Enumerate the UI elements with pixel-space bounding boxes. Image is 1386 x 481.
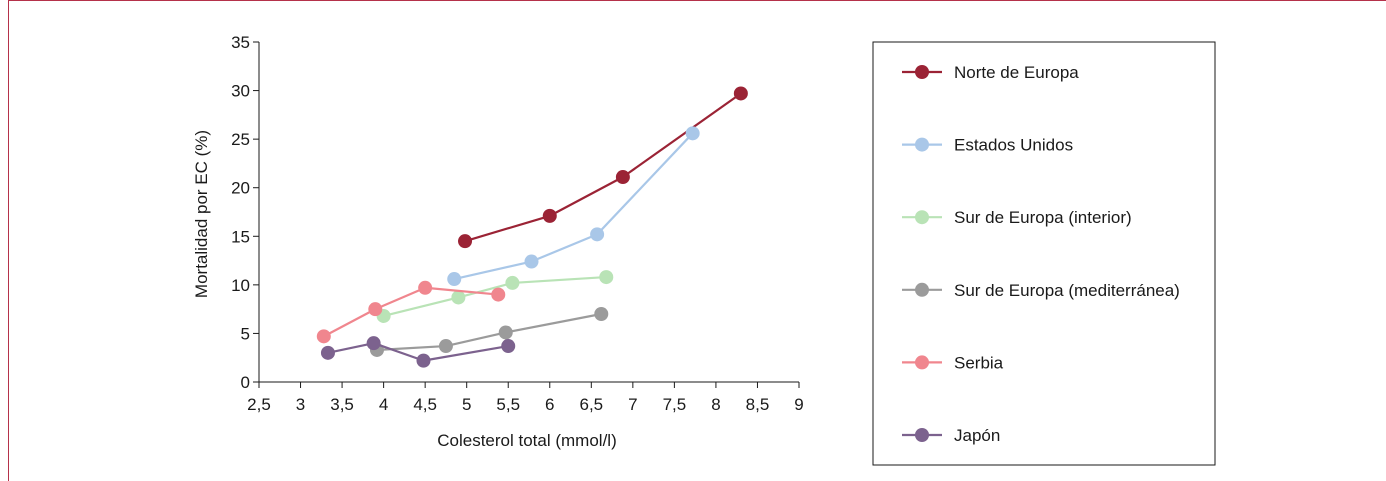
legend-swatch-marker bbox=[915, 210, 929, 225]
legend-label: Japón bbox=[954, 426, 1000, 445]
legend-label: Sur de Europa (interior) bbox=[954, 208, 1132, 227]
x-tick-label: 3,5 bbox=[330, 395, 354, 414]
y-axis-label: Mortalidad por EC (%) bbox=[192, 130, 211, 298]
data-point bbox=[524, 254, 539, 269]
data-point bbox=[368, 302, 383, 317]
legend-item: Norte de Europa bbox=[902, 63, 1079, 82]
data-point bbox=[366, 336, 381, 351]
legend-item: Sur de Europa (interior) bbox=[902, 208, 1132, 227]
legend-swatch-marker bbox=[915, 65, 929, 79]
data-point bbox=[615, 170, 630, 185]
y-tick-label: 5 bbox=[241, 324, 250, 343]
legend-item: Sur de Europa (mediterránea) bbox=[902, 281, 1180, 300]
data-point bbox=[594, 307, 609, 321]
legend-label: Serbia bbox=[954, 353, 1004, 372]
data-point bbox=[542, 208, 557, 223]
chart-axes: 0 5 10 15 20 25 30 35 2,5 3 3,5 4 4,5 5 5,5 6 6,5 7 7,5 8 8,… bbox=[231, 33, 804, 414]
legend-item: Serbia bbox=[902, 353, 1004, 372]
series-line bbox=[453, 132, 694, 281]
data-point bbox=[418, 280, 433, 295]
legend-swatch-marker bbox=[915, 428, 929, 442]
data-point bbox=[590, 227, 605, 242]
series-line bbox=[464, 92, 742, 243]
data-point bbox=[498, 325, 513, 340]
y-tick-label: 20 bbox=[231, 179, 250, 198]
series-line bbox=[376, 312, 602, 352]
x-tick-label: 4 bbox=[379, 395, 388, 414]
x-tick-label: 2,5 bbox=[247, 395, 271, 414]
x-tick-label: 6 bbox=[545, 395, 554, 414]
data-point bbox=[416, 353, 431, 368]
x-tick-label: 4,5 bbox=[413, 395, 437, 414]
x-tick-label: 5 bbox=[462, 395, 471, 414]
x-tick-label: 8 bbox=[711, 395, 720, 414]
legend-label: Norte de Europa bbox=[954, 63, 1079, 82]
legend-label: Estados Unidos bbox=[954, 136, 1073, 155]
y-tick-label: 35 bbox=[231, 33, 250, 52]
data-point bbox=[320, 345, 335, 360]
data-point bbox=[316, 329, 331, 344]
data-point bbox=[491, 287, 506, 302]
x-tick-label: 9 bbox=[794, 395, 803, 414]
legend-swatch-marker bbox=[915, 282, 929, 297]
legend-label: Sur de Europa (mediterránea) bbox=[954, 281, 1180, 300]
x-tick-label: 6,5 bbox=[579, 395, 603, 414]
legend-item: Japón bbox=[902, 426, 1000, 445]
series-line bbox=[327, 342, 509, 362]
y-tick-label: 15 bbox=[231, 227, 250, 246]
series-line bbox=[323, 286, 499, 338]
data-point bbox=[451, 290, 466, 305]
data-point bbox=[458, 234, 473, 249]
data-point bbox=[501, 339, 516, 354]
data-point bbox=[447, 272, 462, 287]
data-point bbox=[685, 126, 700, 141]
y-tick-label: 30 bbox=[231, 82, 250, 101]
data-point bbox=[599, 270, 614, 285]
legend-swatch-marker bbox=[915, 137, 929, 152]
x-tick-label: 5,5 bbox=[496, 395, 520, 414]
legend-swatch-marker bbox=[915, 355, 929, 370]
y-tick-label: 10 bbox=[231, 276, 250, 295]
y-tick-label: 25 bbox=[231, 130, 250, 149]
data-point bbox=[733, 86, 748, 101]
x-tick-label: 7,5 bbox=[663, 395, 687, 414]
legend-box bbox=[872, 41, 1216, 466]
series-1 bbox=[458, 86, 748, 249]
x-tick-label: 8,5 bbox=[746, 395, 770, 414]
series-5 bbox=[316, 280, 506, 344]
legend: Norte de Europa Estados Unidos Sur de Euro… bbox=[872, 41, 1216, 466]
data-point bbox=[505, 275, 520, 290]
figure-frame bbox=[8, 0, 1386, 481]
series-3 bbox=[376, 270, 614, 323]
chart-series bbox=[316, 86, 748, 368]
series-6 bbox=[320, 336, 516, 368]
series-4 bbox=[369, 307, 609, 357]
data-point bbox=[438, 339, 453, 354]
x-tick-label: 3 bbox=[296, 395, 305, 414]
x-axis-label: Colesterol total (mmol/l) bbox=[437, 431, 617, 450]
legend-item: Estados Unidos bbox=[902, 136, 1073, 155]
x-tick-label: 7 bbox=[628, 395, 637, 414]
series-line bbox=[383, 275, 607, 318]
series-2 bbox=[447, 126, 700, 287]
y-tick-label: 0 bbox=[241, 373, 250, 392]
